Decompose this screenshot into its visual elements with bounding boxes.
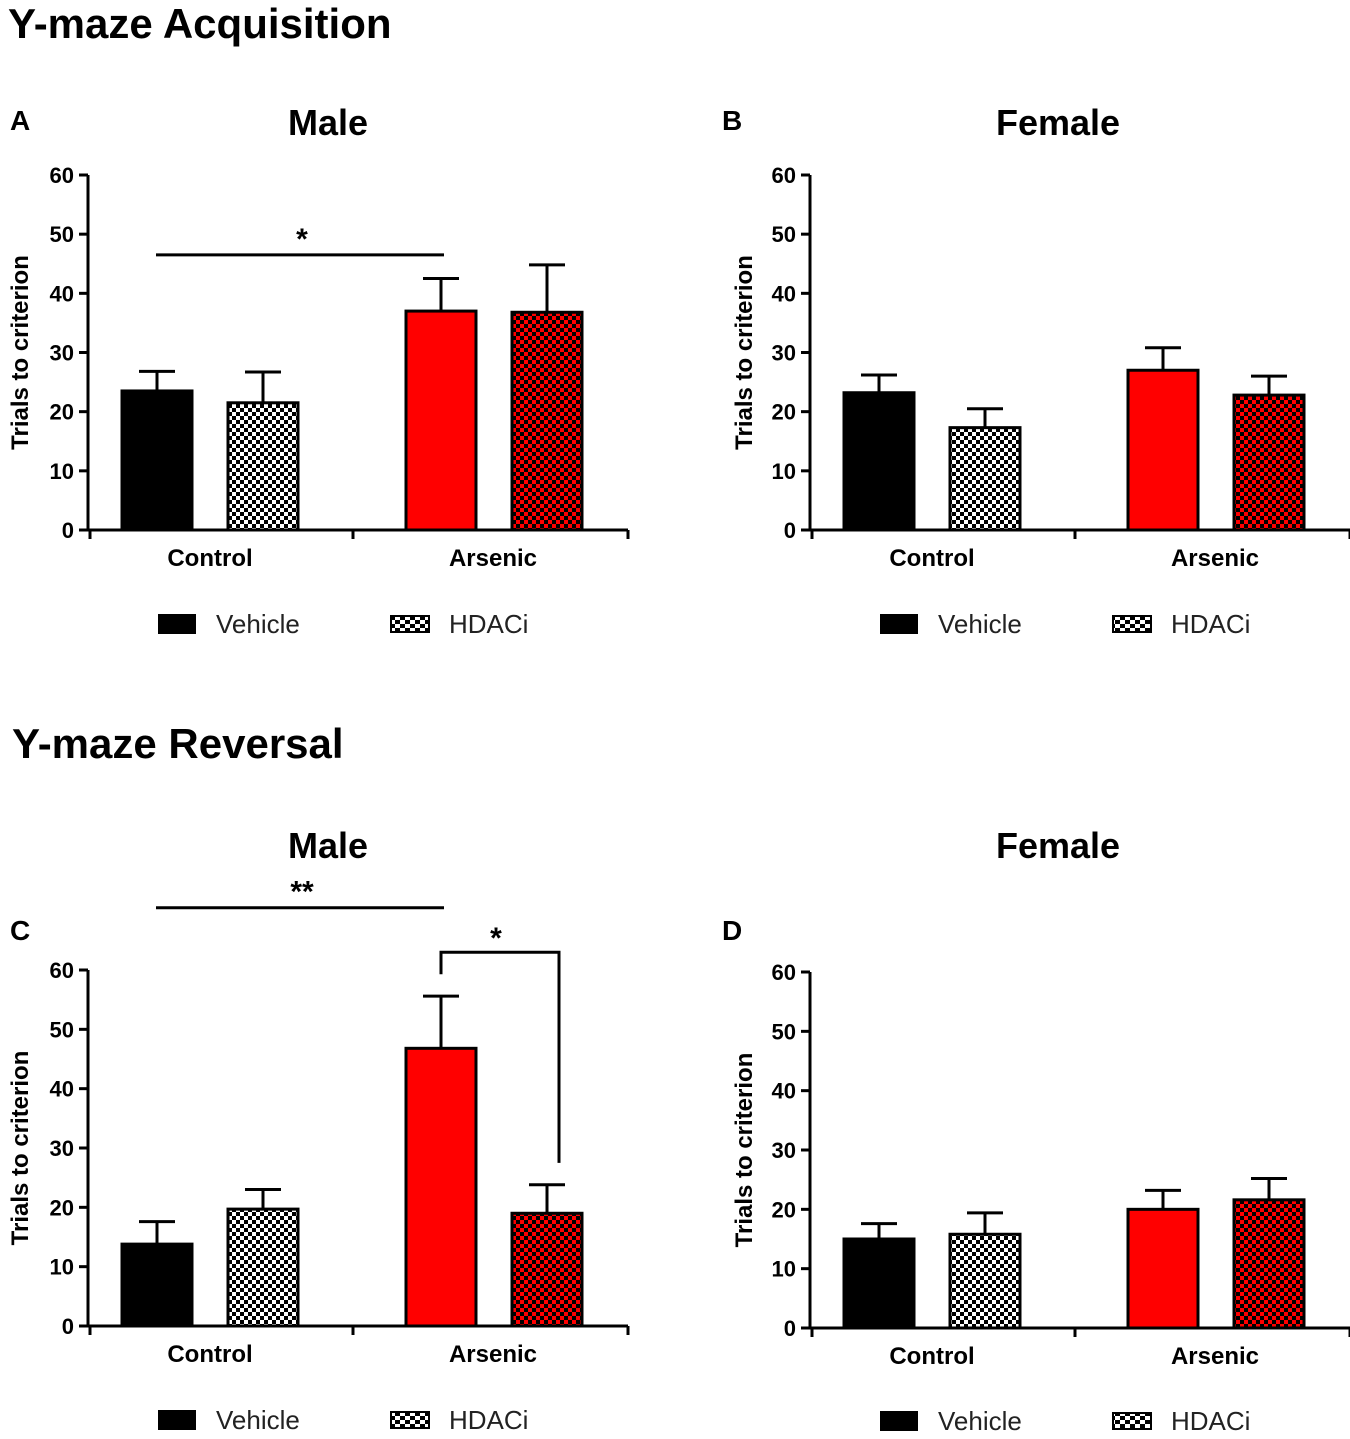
- bar-control-hdaci: [948, 1232, 1022, 1330]
- category-label: Control: [167, 1341, 252, 1368]
- bar-arsenic-hdaci: [510, 310, 584, 532]
- bar-arsenic-hdaci: [1232, 1198, 1306, 1330]
- bar-arsenic-vehicle: [1126, 368, 1200, 532]
- legend-swatch-vehicle: [880, 1411, 918, 1431]
- bar-arsenic-vehicle: [404, 309, 478, 532]
- category-label: Arsenic: [449, 1341, 537, 1368]
- y-tick-label: 60: [772, 163, 796, 188]
- y-tick-label: 10: [50, 459, 74, 484]
- category-label: Control: [167, 545, 252, 572]
- significance-bracket: [439, 950, 561, 1163]
- chart-panel-d: D Female Trials to criterion 0 10 20 30 40 50 60 C…: [722, 825, 1350, 1436]
- y-tick-label: 0: [62, 518, 74, 543]
- bar-control-vehicle: [120, 389, 194, 532]
- chart-panel-b: B Female Trials to criterion 0 10 20 30 40 50 60 C…: [722, 102, 1350, 639]
- panel-letter: C: [10, 915, 30, 946]
- y-tick-label: 50: [772, 1019, 796, 1044]
- legend-swatch-vehicle: [880, 614, 918, 634]
- panel-title: Male: [288, 102, 368, 143]
- y-tick-label: 40: [772, 1079, 796, 1104]
- bar-control-hdaci: [226, 1207, 300, 1328]
- bar-control-hdaci: [226, 401, 300, 532]
- panel-title: Female: [996, 825, 1120, 866]
- y-tick-label: 50: [50, 1017, 74, 1042]
- legend-label-vehicle: Vehicle: [938, 1406, 1022, 1436]
- panel-title: Female: [996, 102, 1120, 143]
- y-axis-label: Trials to criterion: [7, 1051, 34, 1246]
- legend: Vehicle HDACi: [880, 609, 1250, 639]
- legend-label-vehicle: Vehicle: [216, 1405, 300, 1435]
- y-tick-label: 20: [50, 1195, 74, 1220]
- category-label: Control: [889, 545, 974, 572]
- panel-letter: A: [10, 105, 30, 136]
- y-tick-label: 50: [772, 222, 796, 247]
- y-tick-label: 40: [50, 281, 74, 306]
- legend-label-hdaci: HDACi: [449, 1405, 528, 1435]
- y-axis-label: Trials to criterion: [7, 255, 34, 450]
- y-tick-label: 0: [62, 1314, 74, 1339]
- category-label: Control: [889, 1343, 974, 1370]
- y-tick-label: 30: [772, 1138, 796, 1163]
- y-tick-label: 10: [50, 1255, 74, 1280]
- y-tick-label: 30: [772, 341, 796, 366]
- y-tick-label: 20: [772, 1197, 796, 1222]
- y-tick-label: 0: [784, 518, 796, 543]
- legend: Vehicle HDACi: [880, 1406, 1250, 1436]
- bar-arsenic-vehicle: [1126, 1207, 1200, 1330]
- significance-star: *: [490, 922, 502, 955]
- y-tick-label: 30: [50, 341, 74, 366]
- bar-control-hdaci: [948, 426, 1022, 532]
- y-tick-label: 30: [50, 1136, 74, 1161]
- significance-star: *: [296, 223, 308, 256]
- section-title-reversal: Y-maze Reversal: [12, 720, 344, 767]
- legend-swatch-hdaci: [1112, 1412, 1152, 1430]
- y-tick-label: 40: [772, 281, 796, 306]
- category-label: Arsenic: [1171, 1343, 1259, 1370]
- panel-letter: B: [722, 105, 742, 136]
- bar-arsenic-hdaci: [510, 1211, 584, 1328]
- section-title-acquisition: Y-maze Acquisition: [8, 0, 392, 47]
- y-tick-label: 20: [772, 400, 796, 425]
- legend-swatch-hdaci: [390, 615, 430, 633]
- bar-control-vehicle: [842, 1237, 916, 1330]
- significance-star: **: [290, 876, 314, 909]
- y-tick-label: 50: [50, 222, 74, 247]
- y-tick-label: 0: [784, 1316, 796, 1341]
- legend: Vehicle HDACi: [158, 1405, 528, 1435]
- bar-control-vehicle: [120, 1242, 194, 1328]
- bar-arsenic-vehicle: [404, 1046, 478, 1328]
- legend-swatch-vehicle: [158, 1410, 196, 1430]
- y-axis-label: Trials to criterion: [731, 255, 758, 450]
- bar-arsenic-hdaci: [1232, 393, 1306, 532]
- legend: Vehicle HDACi: [158, 609, 528, 639]
- category-label: Arsenic: [449, 545, 537, 572]
- panel-title: Male: [288, 825, 368, 866]
- legend-label-hdaci: HDACi: [1171, 609, 1250, 639]
- chart-panel-a: A Male Trials to criterion 0 10 20 30 40 50 60 Con…: [7, 102, 630, 639]
- legend-label-hdaci: HDACi: [449, 609, 528, 639]
- panel-letter: D: [722, 915, 742, 946]
- chart-panel-c: C Male Trials to criterion 0 10 20 30 40 50 60 Con…: [7, 825, 630, 1435]
- legend-swatch-hdaci: [1112, 615, 1152, 633]
- y-tick-label: 60: [772, 960, 796, 985]
- legend-label-hdaci: HDACi: [1171, 1406, 1250, 1436]
- y-tick-label: 60: [50, 163, 74, 188]
- y-axis-label: Trials to criterion: [731, 1053, 758, 1248]
- y-tick-label: 10: [772, 459, 796, 484]
- y-tick-label: 20: [50, 400, 74, 425]
- category-label: Arsenic: [1171, 545, 1259, 572]
- legend-swatch-hdaci: [390, 1411, 430, 1429]
- legend-label-vehicle: Vehicle: [216, 609, 300, 639]
- y-tick-label: 10: [772, 1257, 796, 1282]
- legend-swatch-vehicle: [158, 614, 196, 634]
- y-tick-label: 60: [50, 958, 74, 983]
- legend-label-vehicle: Vehicle: [938, 609, 1022, 639]
- y-tick-label: 40: [50, 1077, 74, 1102]
- bar-control-vehicle: [842, 391, 916, 532]
